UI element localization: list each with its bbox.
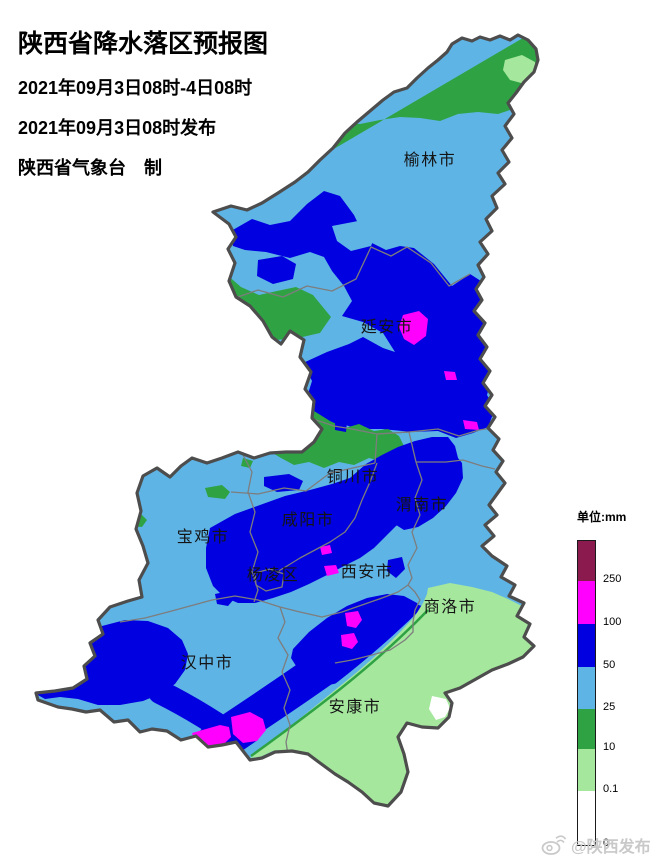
region-ankang-white-0 — [429, 696, 450, 720]
city-label-1: 榆林市 — [404, 151, 457, 169]
region-west-blue-patch — [257, 256, 296, 284]
weibo-icon — [541, 835, 567, 855]
city-label-5: 咸阳市 — [282, 511, 335, 529]
legend-seg-0 — [578, 791, 595, 845]
city-label-11: 安康市 — [329, 698, 382, 716]
city-label-2: 延安市 — [361, 318, 414, 336]
producer: 陕西省气象台 制 — [18, 158, 162, 178]
legend-label-0.1: 0.1 — [603, 783, 619, 795]
city-label-9: 商洛市 — [424, 598, 477, 616]
region-weinan-50-100 — [387, 449, 463, 530]
legend-label-10: 10 — [603, 741, 616, 753]
city-label-10: 汉中市 — [181, 654, 234, 672]
legend-seg-25 — [578, 667, 595, 709]
heavy-rain-spots-100-250 — [192, 311, 479, 749]
spot-hanzhong-s1 — [231, 712, 266, 743]
watermark-text: @陕西发布 — [571, 839, 651, 856]
city-label-6: 宝鸡市 — [177, 528, 230, 546]
region-midwest-10-25 — [211, 274, 331, 340]
legend-seg-250 — [578, 541, 595, 581]
legend-seg-0.1 — [578, 749, 595, 791]
blue-dot-yangling-w — [215, 591, 234, 606]
watermark: @陕西发布 — [541, 833, 651, 857]
valid-period: 2021年09月3日08时-4日08时 — [18, 78, 253, 98]
issue-time: 2021年09月3日08时发布 — [18, 118, 217, 138]
legend-seg-50 — [578, 624, 595, 667]
legend-label-50: 50 — [603, 659, 616, 671]
region-east-green-dot — [516, 146, 529, 159]
region-yanan-50-100 — [231, 191, 495, 438]
spot-zhashui-1 — [345, 611, 362, 628]
legend-bar — [577, 540, 596, 846]
legend-seg-100 — [578, 581, 595, 624]
spot-hancheng — [463, 420, 479, 430]
city-label-3: 铜川市 — [327, 468, 380, 486]
legend-label-0: 0 — [603, 837, 610, 849]
notch-lightblue-1 — [332, 221, 378, 251]
blue-dot-lantian — [387, 557, 405, 578]
green-dot-baoji-n1 — [205, 485, 230, 499]
spot-zhashui-2 — [341, 633, 358, 649]
district-borders — [119, 246, 496, 756]
legend-unit-label: 单位:mm — [577, 510, 627, 524]
legend-label-25: 25 — [603, 701, 616, 713]
province-outline — [34, 33, 540, 808]
city-label-4: 渭南市 — [396, 496, 449, 514]
legend-seg-10 — [578, 709, 595, 749]
legend-label-250: 250 — [603, 573, 622, 585]
legend-body: 250 100 50 25 10 0.1 0 — [577, 540, 662, 849]
city-label-7: 杨凌区 — [247, 566, 300, 584]
spot-xianyang — [320, 545, 332, 555]
region-north-10-25 — [315, 35, 538, 160]
page-title: 陕西省降水落区预报图 — [18, 30, 269, 58]
blue-dot-xianyang-w — [264, 474, 303, 492]
city-label-8: 西安市 — [341, 563, 394, 581]
spot-yanan — [399, 311, 428, 345]
spot-yanan-se — [444, 371, 457, 380]
region-se-01-10 — [250, 583, 535, 806]
spot-xian — [324, 565, 339, 576]
title-block: 陕西省降水落区预报图 2021年09月3日08时-4日08时 2021年09月3… — [18, 24, 268, 194]
blue-dot-tongchuan — [335, 420, 347, 432]
legend-label-100: 100 — [603, 616, 622, 628]
legend: 单位:mm 250 100 50 25 10 0.1 0 — [570, 508, 662, 849]
edge-10-25-south — [250, 609, 429, 758]
